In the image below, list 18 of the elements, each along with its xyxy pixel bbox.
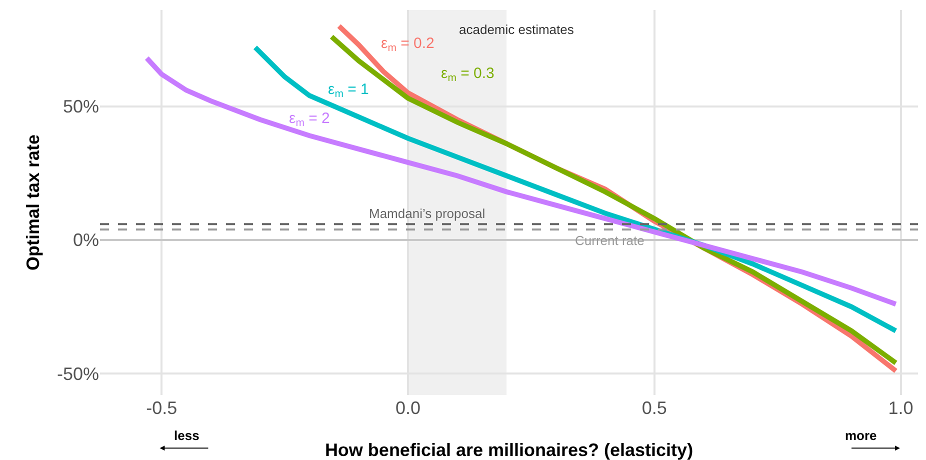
y-tick-label: 0% [72, 230, 99, 250]
band-label: academic estimates [459, 22, 574, 37]
x-tick-label: -0.5 [146, 398, 178, 418]
ref-line-label: Current rate [575, 233, 644, 248]
x-tick-label: 0.5 [642, 398, 667, 418]
series-label: ε$_{m}$ = 2 [289, 110, 330, 130]
y-tick-label: -50% [56, 364, 99, 384]
y-tick-label: 50% [62, 96, 99, 117]
x-axis-title: How beneficial are millionaires? (elasticity) [324, 440, 694, 460]
text: less [174, 428, 200, 443]
x-tick-label: 0.0 [395, 398, 420, 418]
series-label: ε$_{m}$ = 1 [328, 81, 369, 100]
series-label: ε$_{m}$ = 0.2 [381, 35, 434, 54]
x-tick-label: 1.0 [888, 398, 914, 418]
ref-line-label: Mamdani’s proposal [369, 206, 486, 221]
series-label: ε$_{m}$ = 0.3 [441, 65, 494, 84]
text: more [845, 428, 877, 443]
y-axis-title: Optimal tax rate [23, 134, 44, 271]
